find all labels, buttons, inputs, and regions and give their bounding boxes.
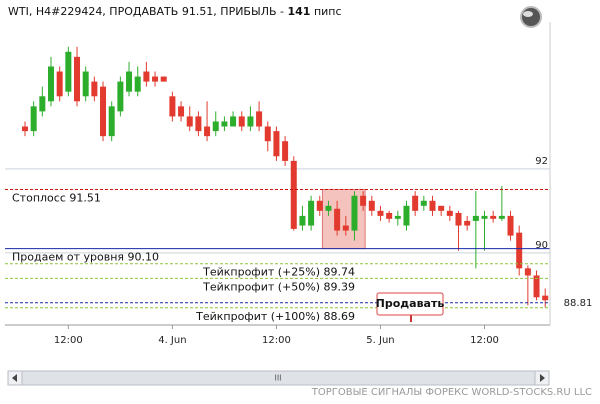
- globe-shine: [523, 11, 533, 17]
- level-label: Тейкпрофит (+50%) 89.39: [202, 280, 355, 293]
- profit-unit: пипс: [314, 5, 342, 18]
- signal-box[interactable]: [376, 292, 444, 316]
- candle-body: [481, 215, 488, 219]
- level-label: Продаем от уровня 90.10: [12, 251, 159, 264]
- signal-label[interactable]: Продавать: [376, 297, 445, 310]
- candle-body: [74, 56, 81, 102]
- candle-body: [507, 215, 514, 236]
- candle-body: [230, 116, 237, 127]
- y-tick-label: 90: [535, 240, 548, 251]
- candle-body: [195, 116, 202, 132]
- candle-body: [472, 215, 479, 221]
- candle-body: [360, 195, 367, 206]
- scrollbar[interactable]: III: [7, 370, 550, 386]
- candle-body: [308, 200, 315, 226]
- candle-body: [186, 116, 193, 127]
- candle-body: [117, 81, 124, 112]
- candle-body: [351, 195, 358, 231]
- level-label: Стоплосс 91.51: [12, 191, 101, 204]
- chart-title: WTI, H4#229424, ПРОДАВАТЬ 91.51, ПРИБЫЛЬ…: [8, 5, 342, 18]
- x-tick-label: 12:00: [262, 335, 291, 346]
- candle-body: [403, 205, 410, 226]
- candle-body: [342, 225, 349, 231]
- plot-area: 90 92 Стоплосс 91.51 Продаем от уровня 90.1…: [5, 22, 592, 346]
- footer: ТОРГОВЫЕ СИГНАЛЫ ФОРЕКС WORLD-STOCKS.RU …: [311, 387, 592, 398]
- candle-body: [169, 96, 176, 117]
- candle-body: [108, 106, 115, 137]
- candle-body: [91, 81, 98, 97]
- scroll-thumb[interactable]: III: [274, 374, 281, 383]
- candle-body: [533, 275, 540, 298]
- candle-body: [39, 96, 46, 112]
- candle-body: [438, 205, 445, 211]
- candle-body: [264, 126, 271, 142]
- signal-marker[interactable]: Продавать: [376, 292, 445, 322]
- x-tick-label: 12:00: [54, 335, 83, 346]
- candle-body: [238, 116, 245, 127]
- candle-body: [464, 220, 471, 226]
- candle-body: [316, 200, 323, 211]
- candle-body: [490, 215, 497, 219]
- candle-body: [256, 111, 263, 127]
- candle-body: [368, 200, 375, 211]
- y-tick-label: 92: [535, 156, 548, 167]
- globe-icon[interactable]: [520, 6, 542, 28]
- candle-body: [446, 210, 453, 216]
- candle-body: [412, 195, 419, 211]
- candle-body: [273, 131, 280, 157]
- candle-body: [290, 160, 297, 229]
- candle-body: [429, 200, 436, 211]
- candle-body: [455, 212, 462, 226]
- candle-body: [22, 126, 28, 132]
- candle-body: [377, 210, 384, 216]
- candle-body: [65, 51, 72, 92]
- candle-body: [126, 71, 133, 92]
- current-price-label: 88.81: [564, 298, 593, 309]
- candle-body: [394, 215, 401, 219]
- candle-body: [48, 66, 55, 102]
- candle-body: [82, 71, 89, 97]
- level-label: Тейкпрофит (+25%) 89.74: [202, 266, 355, 279]
- candle-body: [100, 86, 107, 137]
- x-tick-label: 5. Jun: [366, 335, 394, 346]
- candle-body: [143, 71, 150, 82]
- candle-body: [282, 141, 289, 161]
- signal-zone: [321, 188, 366, 250]
- candle-body: [542, 295, 549, 301]
- candle-body: [134, 76, 141, 92]
- x-tick-label: 4. Jun: [158, 335, 186, 346]
- candle-body: [386, 212, 393, 219]
- x-tick-label: 12:00: [470, 335, 499, 346]
- candle-body: [204, 126, 211, 137]
- arrow-left: [12, 374, 17, 382]
- candle-body: [524, 268, 531, 276]
- candle-body: [420, 200, 427, 206]
- level-label: Тейкпрофит (+100%) 88.69: [195, 310, 355, 323]
- globe[interactable]: [520, 6, 542, 28]
- candle-body: [334, 208, 341, 231]
- candle-body: [299, 215, 306, 226]
- candle-body: [498, 215, 505, 219]
- arrow-right: [540, 374, 545, 382]
- candle-body: [30, 106, 37, 132]
- candle-body: [516, 232, 523, 269]
- candle-body: [212, 121, 219, 132]
- candle-body: [325, 205, 332, 211]
- candle-body: [152, 76, 159, 82]
- candle-body: [56, 71, 63, 97]
- title-text: WTI, H4#229424, ПРОДАВАТЬ 91.51, ПРИБЫЛЬ…: [8, 5, 284, 18]
- profit: 141: [287, 5, 310, 18]
- candle-body: [178, 106, 185, 117]
- candle-body: [221, 121, 228, 127]
- candle-body: [160, 76, 167, 82]
- candle-body: [247, 116, 254, 127]
